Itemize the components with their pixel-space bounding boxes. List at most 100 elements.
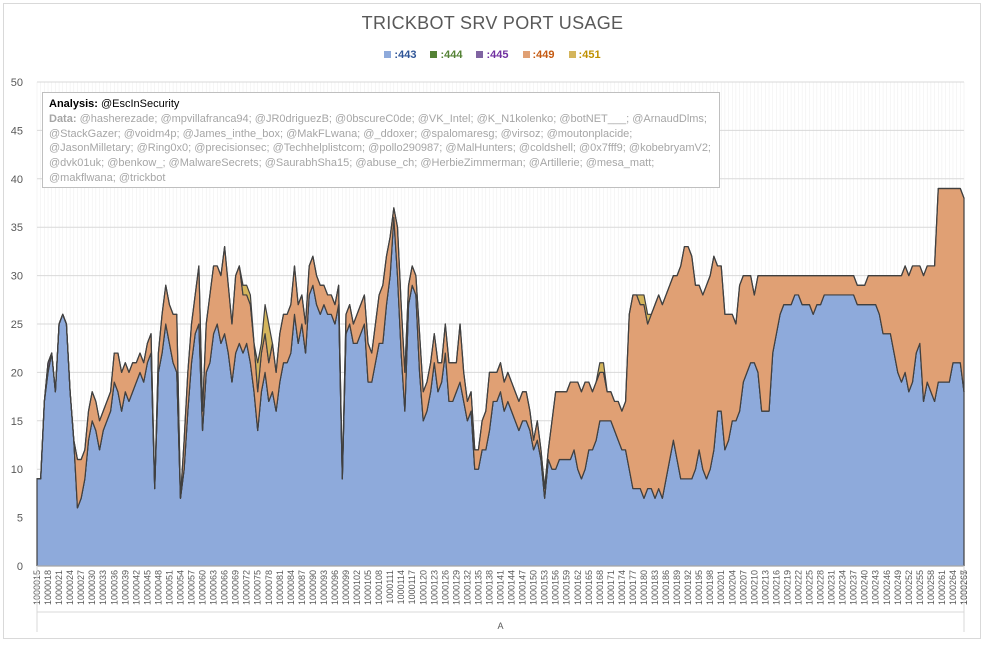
x-tick-label: 1000159	[562, 570, 572, 605]
legend-label: :449	[532, 49, 555, 61]
y-tick-label: 0	[17, 561, 23, 573]
x-tick-label: 1000126	[440, 570, 450, 605]
x-tick-label: 1000033	[98, 570, 108, 605]
y-tick-label: 30	[11, 271, 23, 283]
x-tick-label: 1000144	[507, 570, 517, 605]
x-tick-label: 1000195	[694, 570, 704, 605]
x-tick-label: 1000111	[385, 570, 395, 604]
x-tick-label: 1000051	[164, 570, 174, 605]
x-tick-label: 1000189	[672, 570, 682, 605]
x-tick-label: 1000060	[198, 570, 208, 605]
x-tick-label: 1000240	[860, 570, 870, 605]
x-tick-label: 1000123	[429, 570, 439, 605]
legend-label: :444	[440, 49, 463, 61]
y-tick-label: 20	[11, 367, 23, 379]
y-tick-label: 15	[11, 416, 23, 428]
x-tick-label: 1000228	[816, 570, 826, 605]
x-tick-label: 1000249	[893, 570, 903, 605]
x-tick-label: 1000231	[827, 570, 837, 605]
x-tick-label: 1000264	[948, 570, 958, 605]
legend-item: :445	[476, 49, 509, 61]
x-tick-label: 1000087	[297, 570, 307, 605]
x-tick-label: 1000096	[330, 570, 340, 605]
x-tick-label: 1000183	[650, 570, 660, 605]
chart-title: TRICKBOT SRV PORT USAGE	[361, 13, 624, 33]
annotation-analysis-text: @EscInSecurity	[100, 98, 180, 110]
y-tick-label: 25	[11, 319, 23, 331]
x-tick-label: 1000018	[43, 570, 53, 605]
legend: :443 :444 :445 :449 :451	[0, 49, 985, 61]
x-tick-label: 1000105	[363, 570, 373, 605]
y-tick-label: 40	[11, 174, 23, 186]
x-tick-label: 1000147	[518, 570, 528, 605]
legend-item: :451	[568, 49, 601, 61]
legend-label: :445	[486, 49, 509, 61]
x-tick-label: 1000045	[142, 570, 152, 605]
x-tick-label: 1000207	[738, 570, 748, 605]
x-tick-label: 1000186	[661, 570, 671, 605]
x-tick-label: 1000252	[904, 570, 914, 605]
x-tick-label: 1000120	[418, 570, 428, 605]
x-tick-label: 1000180	[639, 570, 649, 605]
x-tick-label: 1000135	[473, 570, 483, 605]
x-tick-label: 1000177	[628, 570, 638, 605]
legend-swatch	[476, 51, 484, 58]
x-tick-label: 1000090	[308, 570, 318, 605]
y-tick-label: 35	[11, 222, 23, 234]
x-tick-label: 1000117	[407, 570, 417, 604]
legend-item: :444	[430, 49, 462, 61]
legend-item: :449	[522, 49, 555, 61]
x-tick-label: 1000063	[209, 570, 219, 605]
x-tick-label: 1000210	[749, 570, 759, 605]
x-tick-label: 1000093	[319, 570, 329, 605]
y-tick-label: 10	[11, 464, 23, 476]
x-tick-label: 1000261	[937, 570, 947, 605]
x-tick-label: 1000165	[584, 570, 594, 605]
x-tick-label: 1000225	[805, 570, 815, 605]
x-tick-label: 1000219	[782, 570, 792, 605]
legend-swatch	[568, 51, 576, 58]
x-tick-label: 1000054	[175, 570, 185, 605]
x-tick-label: 1000246	[882, 570, 892, 605]
legend-item: :443	[384, 49, 416, 61]
x-tick-label: 1000153	[540, 570, 550, 605]
x-tick-label: 1000066	[220, 570, 230, 605]
legend-swatch	[430, 51, 438, 58]
x-tick-label: 1000243	[871, 570, 881, 605]
x-axis-label: A	[497, 621, 503, 631]
annotation-analysis-label: Analysis:	[49, 98, 98, 110]
x-tick-label: 1000024	[65, 570, 75, 605]
x-tick-label: 1000039	[120, 570, 130, 605]
x-tick-label: 1000072	[242, 570, 252, 605]
x-tick-label: 1000141	[496, 570, 506, 605]
x-tick-label: 1000048	[153, 570, 163, 605]
x-tick-label: 1000156	[551, 570, 561, 605]
x-tick-label: 1000069	[231, 570, 241, 605]
x-tick-label: 1000132	[462, 570, 472, 605]
area-series-451	[36, 187, 965, 499]
y-tick-label: 45	[11, 125, 23, 137]
x-tick-label: 1000201	[716, 570, 726, 605]
chart-frame	[3, 3, 981, 639]
x-tick-label: 1000102	[352, 570, 362, 605]
x-tick-label: 1000084	[286, 570, 296, 605]
x-tick-label: 1000042	[131, 570, 141, 605]
x-tick-label: 1000204	[727, 570, 737, 605]
legend-label: :451	[578, 49, 601, 61]
x-tick-label: 1000027	[76, 570, 86, 605]
x-tick-label: 1000138	[484, 570, 494, 605]
x-tick-label: 1000150	[529, 570, 539, 605]
x-tick-label: 1000222	[793, 570, 803, 605]
x-tick-label: 1000162	[573, 570, 583, 605]
x-tick-label: 1000213	[760, 570, 770, 605]
legend-label: :443	[394, 49, 417, 61]
x-tick-label: 1000234	[838, 570, 848, 605]
x-tick-label: 1000216	[771, 570, 781, 605]
x-tick-label: 1000198	[705, 570, 715, 605]
x-tick-label: 1000171	[606, 570, 616, 605]
annotation-box: Analysis: @EscInSecurity Data: @hasherez…	[42, 92, 720, 188]
x-tick-label: 1000081	[275, 570, 285, 605]
x-tick-label: 1000174	[617, 570, 627, 605]
x-tick-label: 1000078	[264, 570, 274, 605]
